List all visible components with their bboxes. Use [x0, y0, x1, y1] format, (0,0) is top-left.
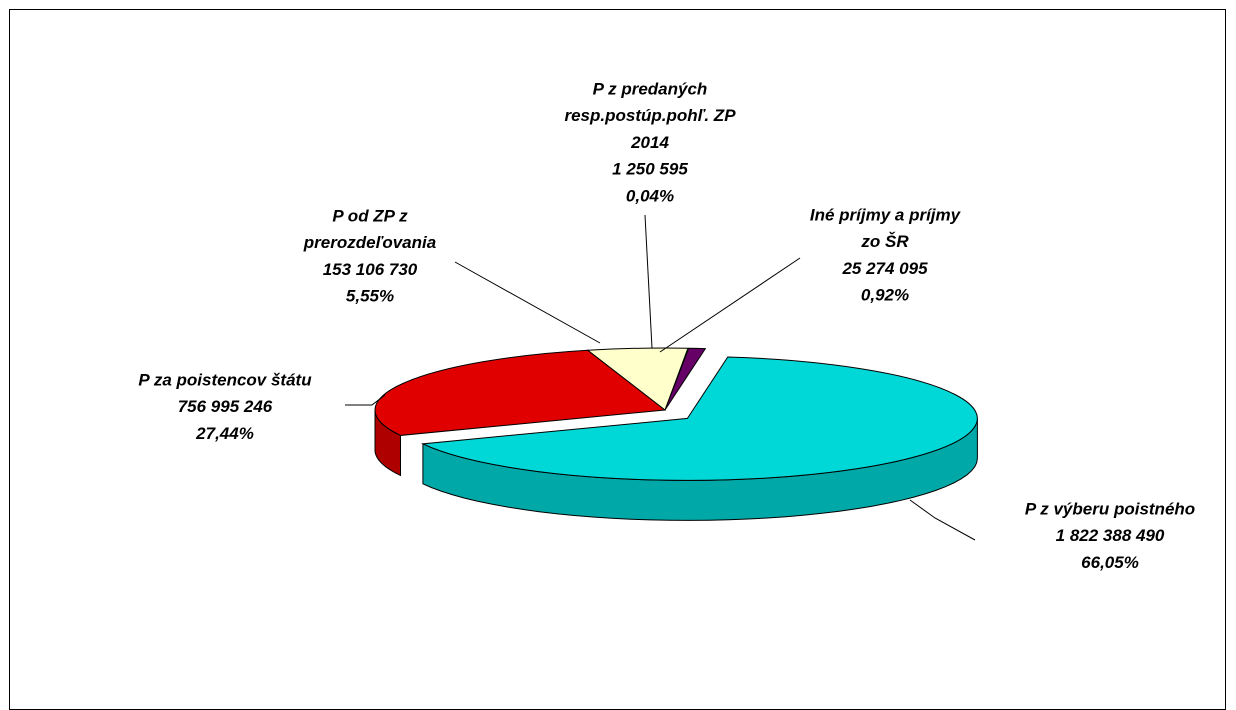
slice-label: P z výberu poistného: [1025, 499, 1195, 518]
slice-label: P za poistencov štátu: [138, 370, 312, 389]
slice-label: 2014: [630, 133, 669, 152]
slice: [664, 347, 707, 411]
value-label: 1 822 388 490: [1056, 526, 1165, 545]
slice: [374, 349, 667, 436]
value-label: 153 106 730: [323, 260, 418, 279]
slice-label: prerozdeľovania: [303, 233, 436, 252]
leader-line: [644, 214, 653, 349]
value-label: 1 250 595: [612, 160, 688, 179]
value-label: 25 274 095: [841, 259, 928, 278]
slice-label: zo ŠR: [860, 232, 909, 251]
slice-label: P z predaných: [593, 79, 708, 98]
leader-line: [345, 394, 386, 406]
percent-label: 27,44%: [195, 424, 254, 443]
leader-line: [454, 261, 601, 344]
slice-label: Iné príjmy a príjmy: [810, 205, 962, 224]
slice-label: resp.postúp.pohľ. ZP: [564, 106, 736, 125]
leader-line: [909, 499, 976, 541]
value-label: 756 995 246: [178, 397, 273, 416]
slice: [421, 356, 978, 481]
percent-label: 66,05%: [1081, 553, 1139, 572]
leader-line: [659, 257, 801, 353]
percent-label: 0,92%: [861, 286, 909, 305]
percent-label: 0,04%: [626, 186, 674, 205]
slice-label: P od ZP z: [332, 206, 408, 225]
percent-label: 5,55%: [346, 287, 394, 306]
